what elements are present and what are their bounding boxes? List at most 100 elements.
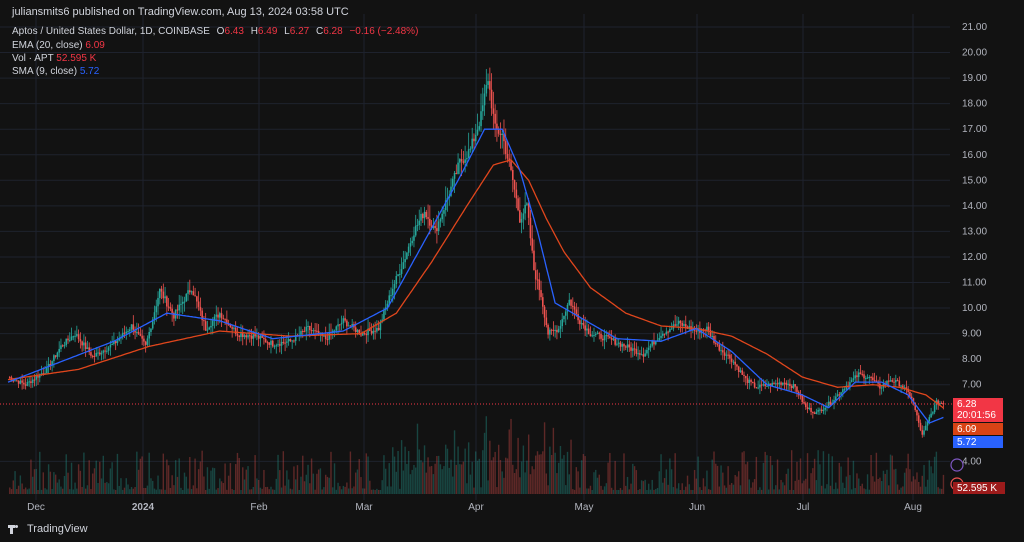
volume-bar	[787, 468, 789, 494]
candle-body	[354, 327, 357, 333]
candle-body	[114, 341, 117, 344]
candle-body	[134, 330, 136, 333]
volume-bar	[910, 481, 913, 494]
volume-bar	[319, 468, 322, 494]
y-tick-label: 20.00	[962, 48, 987, 59]
candle-body	[744, 375, 747, 379]
volume-bar	[923, 465, 925, 494]
candle-body	[617, 342, 620, 344]
volume-legend[interactable]: Vol · APT 52.595 K	[12, 53, 96, 64]
candle-body	[596, 332, 599, 335]
candle-body	[407, 246, 410, 253]
publisher-user[interactable]: juliansmits6	[12, 6, 70, 18]
volume-bar	[679, 489, 682, 494]
sma-legend[interactable]: SMA (9, close) 5.72	[12, 66, 99, 77]
volume-bar	[533, 469, 535, 494]
volume-bar	[559, 445, 562, 494]
candle-body	[72, 336, 75, 338]
volume-bar	[639, 489, 641, 494]
candle-body	[106, 350, 108, 352]
candle-body	[910, 396, 913, 399]
volume-bar	[738, 471, 740, 494]
volume-bar	[238, 457, 240, 494]
volume-bar	[603, 486, 606, 494]
volume-bar	[708, 489, 710, 494]
candle-body	[644, 353, 646, 357]
candle-body	[863, 374, 865, 379]
candle-body	[247, 335, 249, 338]
candle-body	[245, 335, 248, 338]
candle-body	[520, 218, 523, 223]
candle-body	[873, 380, 876, 382]
volume-bar	[859, 486, 862, 494]
volume-bar	[210, 470, 212, 494]
volume-bar	[847, 457, 849, 494]
candle-body	[79, 339, 82, 342]
candle-body	[68, 340, 71, 342]
volume-bar	[549, 446, 551, 494]
volume-bar	[26, 489, 29, 494]
candle-body	[522, 213, 525, 219]
candle-body	[167, 306, 170, 308]
volume-bar	[351, 488, 353, 494]
candle-body	[718, 344, 721, 351]
volume-bar	[485, 416, 488, 494]
candle-body	[395, 275, 398, 284]
candle-body	[729, 354, 731, 359]
candle-body	[411, 240, 413, 244]
volume-bar	[335, 489, 337, 494]
volume-bar	[268, 489, 270, 494]
volume-bar	[305, 474, 307, 494]
price-axis[interactable]: 21.00 20.00 19.00 18.00 17.00 16.00 15.00 14.00…	[962, 22, 987, 467]
candle-body	[919, 422, 922, 431]
volume-bar	[118, 485, 120, 494]
candle-body	[418, 220, 421, 225]
volume-bar	[937, 487, 939, 494]
time-axis[interactable]: Dec 2024 Feb Mar Apr May Jun Jul Aug	[27, 502, 922, 513]
volume-bar	[686, 475, 689, 494]
candle-body	[561, 319, 564, 327]
alert-marker-icon[interactable]	[950, 458, 964, 472]
volume-bar	[362, 488, 364, 494]
volume-bar	[702, 478, 705, 494]
volume-bar	[849, 475, 851, 494]
candle-body	[900, 385, 902, 387]
candle-body	[58, 348, 60, 353]
volume-bar	[882, 470, 885, 494]
candle-body	[632, 348, 634, 351]
volume-bar	[579, 487, 581, 494]
volume-bar	[332, 487, 334, 494]
volume-bar	[201, 450, 203, 494]
volume-bar	[674, 453, 676, 494]
candle-body	[54, 355, 57, 357]
candle-body	[741, 370, 744, 375]
volume-bar	[734, 475, 736, 494]
volume-bar	[517, 437, 519, 494]
tradingview-logo[interactable]: TradingView	[8, 523, 88, 535]
ema-legend[interactable]: EMA (20, close) 6.09	[12, 40, 105, 51]
symbol-legend[interactable]: Aptos / United States Dollar, 1D, COINBA…	[12, 26, 418, 37]
candle-body	[515, 189, 518, 199]
bar-countdown: 20:01:56	[957, 410, 996, 421]
candle-body	[24, 384, 27, 386]
candle-body	[663, 333, 666, 335]
candle-body	[63, 345, 66, 347]
candle-body	[416, 224, 419, 226]
candle-body	[640, 354, 643, 356]
volume-bar	[563, 455, 565, 494]
candle-body	[166, 296, 168, 307]
candle-body	[303, 331, 306, 333]
candle-body	[148, 331, 150, 339]
candle-body	[53, 355, 55, 362]
candle-body	[317, 330, 320, 335]
volume-bar	[10, 489, 13, 494]
candle-body	[593, 335, 595, 337]
tradingview-logo-icon	[8, 524, 22, 534]
volume-bar	[879, 477, 881, 494]
volume-bar	[607, 462, 609, 494]
candle-body	[151, 319, 154, 329]
volume-bar	[861, 483, 863, 494]
volume-bar	[132, 488, 135, 494]
candle-body	[337, 324, 339, 327]
